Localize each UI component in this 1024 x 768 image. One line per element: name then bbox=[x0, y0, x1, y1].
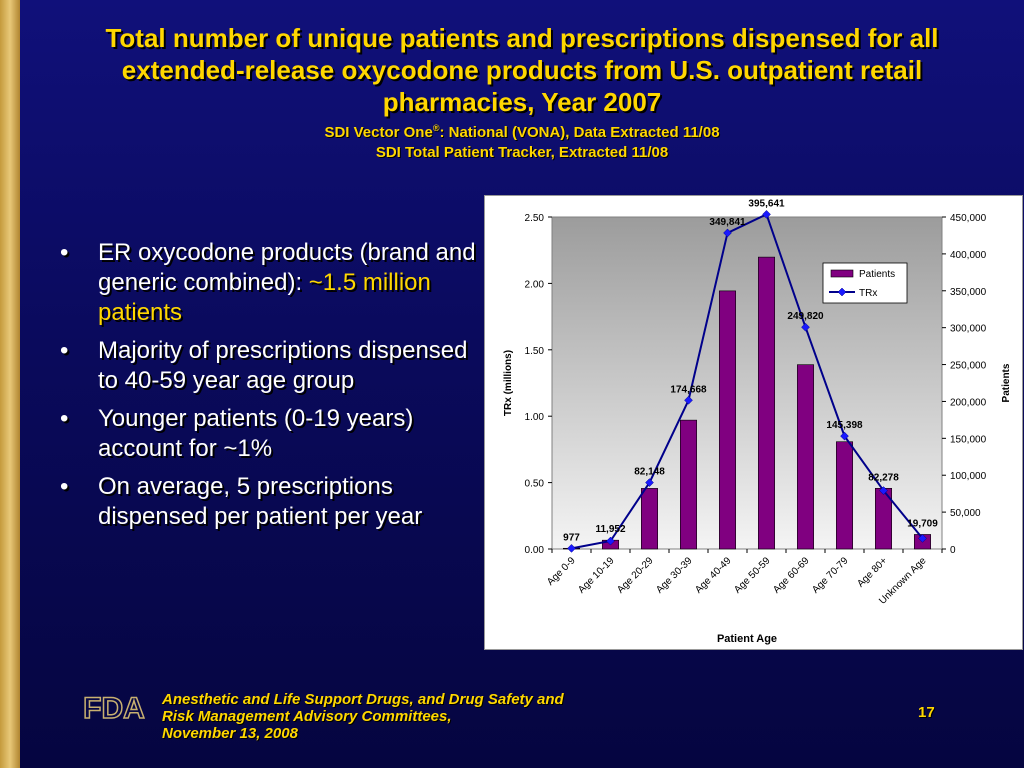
x-tick-label: Age 50-59 bbox=[732, 555, 773, 596]
trx-point bbox=[762, 209, 771, 219]
bullet-text: ER oxycodone products (brand and generic… bbox=[98, 239, 476, 296]
bullet-item: • Younger patients (0-19 years) account f… bbox=[56, 404, 476, 464]
y-tick-label: 2.50 bbox=[525, 213, 545, 224]
page-number: 17 bbox=[918, 704, 935, 721]
slide-title: Total number of unique patients and pres… bbox=[105, 23, 939, 117]
y-tick-label: 1.50 bbox=[525, 346, 545, 357]
footer-line-2: Risk Management Advisory Committees, bbox=[162, 708, 452, 725]
y2-tick-label: 300,000 bbox=[950, 324, 987, 335]
trx-point bbox=[879, 486, 888, 495]
y2-tick-label: 250,000 bbox=[950, 361, 987, 372]
legend-box bbox=[822, 262, 908, 304]
bar bbox=[719, 290, 736, 550]
bar-data-label: 11,952 bbox=[595, 524, 625, 535]
bullet-item: • On average, 5 prescriptions dispensed p… bbox=[56, 472, 476, 532]
legend-swatch-patients bbox=[830, 269, 854, 278]
x-tick-label: Age 40-49 bbox=[693, 555, 734, 596]
trx-line bbox=[571, 212, 924, 550]
bullet-dot: • bbox=[60, 239, 69, 266]
y-tick-label: 2.00 bbox=[525, 279, 545, 290]
y2-tick-label: 350,000 bbox=[950, 287, 987, 298]
trx-point bbox=[567, 543, 576, 553]
bar-data-label: 977 bbox=[563, 532, 580, 543]
gold-accent-bar bbox=[0, 0, 20, 768]
y-tick-label: 0.00 bbox=[525, 545, 545, 556]
y-tick-label: 0.50 bbox=[525, 479, 545, 490]
footer-line-3: November 13, 2008 bbox=[162, 725, 298, 742]
slide-subtitle-1: SDI Vector One®: National (VONA), Data E… bbox=[20, 118, 1024, 143]
registered-mark: ® bbox=[432, 123, 440, 133]
bullet-dot: • bbox=[60, 337, 69, 364]
bar bbox=[758, 256, 775, 550]
bullet-dot: • bbox=[60, 405, 69, 432]
x-tick-label: Age 10-19 bbox=[576, 555, 617, 596]
bar-data-label: 82,148 bbox=[634, 467, 665, 478]
y2-axis-title: Patients bbox=[1001, 363, 1012, 402]
bar-data-label: 145,398 bbox=[826, 420, 863, 431]
title-block: Total number of unique patients and pres… bbox=[20, 22, 1024, 163]
y2-tick-label: 50,000 bbox=[950, 508, 981, 519]
bar bbox=[797, 364, 814, 550]
bar bbox=[836, 441, 853, 550]
y2-tick-label: 100,000 bbox=[950, 471, 987, 482]
bar bbox=[641, 488, 658, 550]
subtitle-source: SDI Vector One bbox=[324, 124, 433, 141]
chart-container: 0.00 0.50 1.00 1.50 2.00 2.50 0 50,000 100,000 15… bbox=[484, 195, 1023, 650]
x-axis-title: Patient Age bbox=[717, 633, 777, 645]
bullet-text: Majority of prescriptions dispensed to 4… bbox=[98, 337, 468, 394]
y-axis-title: TRx (millions) bbox=[503, 350, 514, 416]
bar-data-label: 395,641 bbox=[748, 198, 785, 209]
bar-data-label: 349,841 bbox=[709, 217, 746, 228]
y2-tick-label: 450,000 bbox=[950, 213, 987, 224]
slide-subtitle-2: SDI Total Patient Tracker, Extracted 11/… bbox=[375, 144, 669, 161]
bullet-text: Younger patients (0-19 years) account fo… bbox=[98, 405, 414, 462]
x-tick-label: Age 20-29 bbox=[615, 555, 656, 596]
bullet-highlight: ~1.5 million patients bbox=[98, 269, 431, 326]
subtitle-detail: : National (VONA), Data Extracted 11/08 bbox=[439, 124, 720, 141]
fda-logo-text: FDA bbox=[83, 692, 145, 724]
bar-data-label: 82,278 bbox=[868, 472, 899, 483]
bullet-item: • ER oxycodone products (brand and generi… bbox=[56, 238, 476, 328]
fda-logo: FDA bbox=[82, 691, 145, 724]
trx-point bbox=[684, 395, 693, 405]
trx-point bbox=[801, 322, 810, 332]
y2-tick-label: 200,000 bbox=[950, 397, 987, 408]
bar-data-label: 249,820 bbox=[787, 311, 824, 322]
bullet-dot: • bbox=[60, 473, 69, 500]
trx-point bbox=[840, 431, 849, 441]
combo-chart: 0.00 0.50 1.00 1.50 2.00 2.50 0 50,000 100,000 15… bbox=[503, 198, 1012, 645]
trx-point bbox=[645, 478, 654, 487]
y-tick-label: 1.00 bbox=[525, 412, 545, 423]
bullet-item: • Majority of prescriptions dispensed to … bbox=[56, 336, 476, 396]
bullet-text: On average, 5 prescriptions dispensed pe… bbox=[98, 473, 423, 530]
x-tick-label: Age 80+ bbox=[855, 555, 889, 589]
bar-data-label: 174,668 bbox=[670, 384, 707, 395]
footer-line-1: Anesthetic and Life Support Drugs, and D… bbox=[162, 691, 564, 708]
x-tick-label: Age 70-79 bbox=[810, 555, 851, 596]
y2-tick-label: 400,000 bbox=[950, 250, 987, 261]
bullet-list: • ER oxycodone products (brand and generi… bbox=[56, 238, 476, 540]
legend-label-patients: Patients bbox=[859, 269, 895, 280]
footer-text: Anesthetic and Life Support Drugs, and D… bbox=[162, 691, 564, 742]
bar-data-label: 19,709 bbox=[907, 518, 938, 529]
legend-label-trx: TRx bbox=[859, 288, 877, 299]
y2-tick-label: 0 bbox=[950, 545, 956, 556]
x-tick-label: Age 0-9 bbox=[545, 555, 578, 588]
trx-point bbox=[918, 534, 927, 543]
x-tick-label: Age 60-69 bbox=[771, 555, 812, 596]
y2-tick-label: 150,000 bbox=[950, 434, 987, 445]
trx-point bbox=[723, 228, 732, 238]
bar bbox=[680, 419, 697, 550]
legend-marker-trx bbox=[837, 287, 847, 297]
trx-point bbox=[606, 536, 615, 546]
x-tick-label: Age 30-39 bbox=[654, 555, 695, 596]
